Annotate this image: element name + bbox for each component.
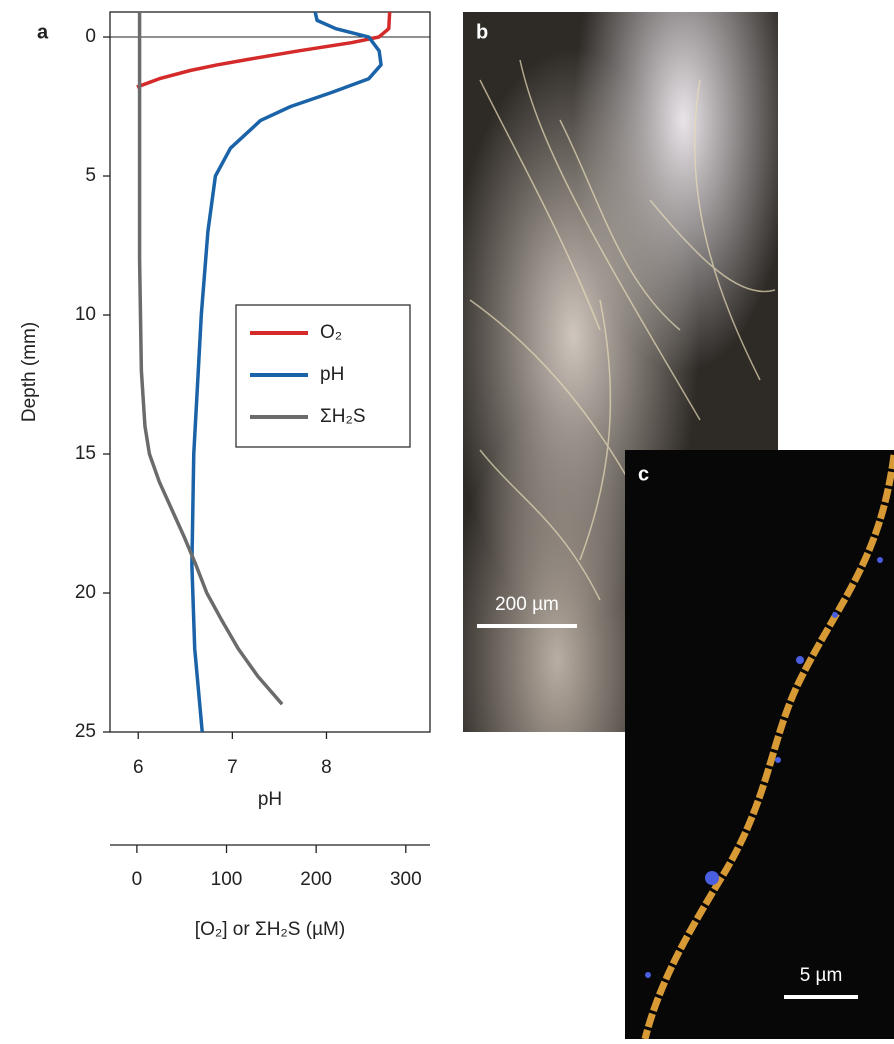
y-tick-label: 5 (85, 165, 96, 186)
plot-frame (109, 11, 431, 733)
x2-tick-label: 300 (390, 869, 422, 890)
legend-label: O₂ (320, 322, 342, 343)
legend-box (235, 304, 411, 448)
data-line (137, 12, 284, 706)
x-tick-label: 7 (227, 757, 238, 778)
x2-tick-label: 0 (132, 869, 143, 890)
panel-label: c (638, 463, 649, 485)
data-line (190, 11, 383, 733)
x-tick-label: 8 (321, 757, 332, 778)
y-tick-label: 25 (75, 721, 96, 742)
y-axis-label: Depth (mm) (19, 322, 40, 422)
legend-label: pH (320, 364, 344, 385)
legend: O₂ pH ΣH₂S (235, 304, 411, 448)
panel-label: a (37, 21, 49, 43)
y-tick-label: 20 (75, 582, 96, 603)
y-tick-label: 10 (75, 304, 96, 325)
legend-label: ΣH₂S (320, 406, 366, 427)
panel-b-image: b 200 µm (463, 12, 778, 732)
data-line (136, 11, 392, 89)
x-axis-label: pH (258, 789, 282, 810)
panel-c-image: c (625, 450, 894, 1040)
y-tick-label: 15 (75, 443, 96, 464)
x2-tick-label: 100 (211, 869, 243, 890)
panel-label: b (476, 21, 488, 43)
y-tick-label: 0 (85, 26, 96, 47)
x2-axis-label: [O₂] or ΣH₂S (µM) (195, 919, 345, 940)
scale-bar-label: 5 µm (800, 965, 843, 986)
x-tick-label: 6 (133, 757, 144, 778)
x2-tick-label: 200 (300, 869, 332, 890)
scale-bar-label: 200 µm (495, 594, 559, 615)
